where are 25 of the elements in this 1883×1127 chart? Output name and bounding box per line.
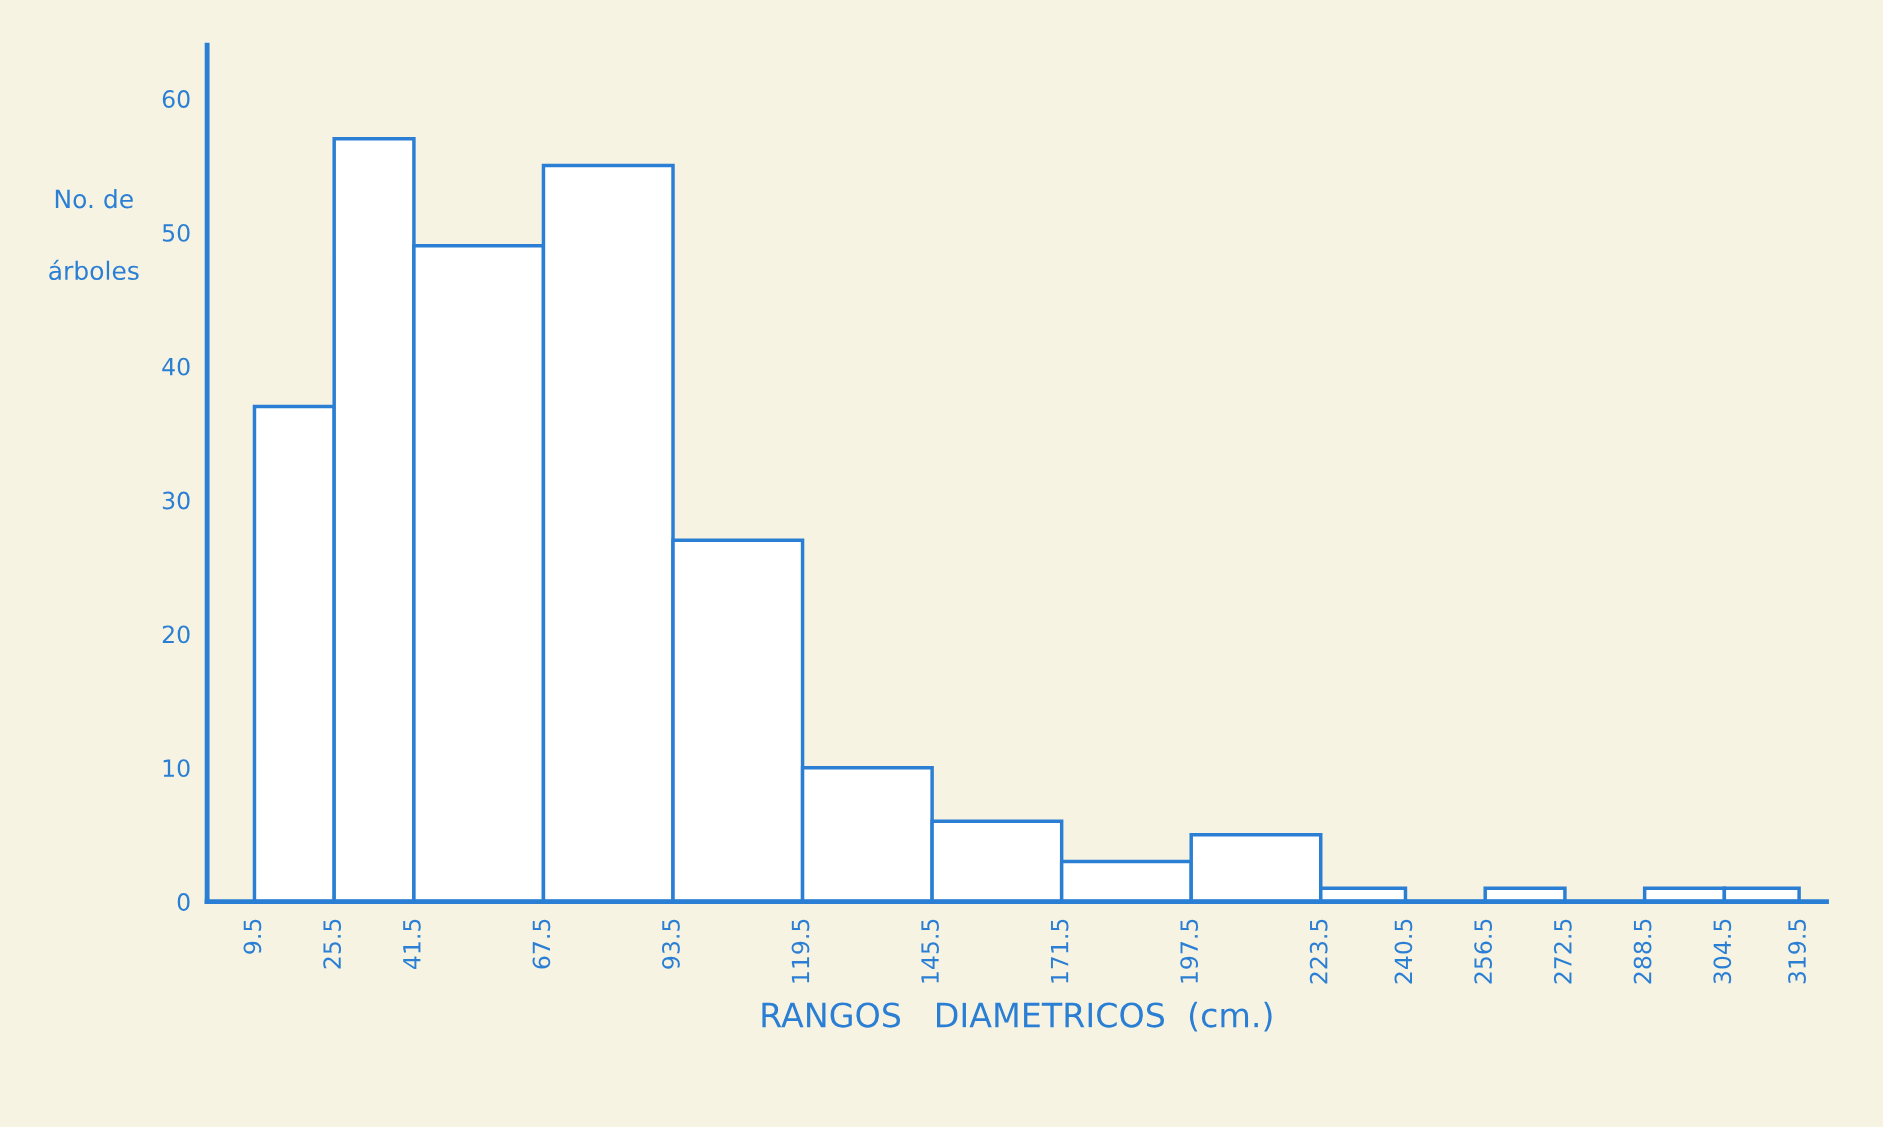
- x-tick-label: 145.5: [921, 919, 939, 983]
- x-axis-title: RANGOS DIAMETRICOS (cm.): [762, 1001, 1272, 1032]
- x-tick-label: 197.5: [1180, 919, 1199, 983]
- x-tick-label: 67.5: [532, 919, 551, 969]
- x-tick-label: 9.5: [243, 919, 262, 954]
- x-tick-label: 41.5: [403, 919, 421, 969]
- x-tick-label: 171.5: [1050, 919, 1069, 983]
- x-tick-label: 304.5: [1713, 919, 1732, 984]
- x-tick-label: 93.5: [662, 919, 680, 969]
- y-tick-label: 20: [162, 625, 190, 644]
- x-tick-label: 256.5: [1474, 919, 1493, 984]
- x-tick-label: 288.5: [1633, 919, 1652, 984]
- x-tick-label: 240.5: [1394, 919, 1413, 984]
- y-tick-label: 50: [162, 223, 190, 242]
- x-tick-label: 119.5: [791, 919, 810, 983]
- x-tick-label: 272.5: [1553, 919, 1572, 984]
- y-tick-label: 0: [177, 893, 190, 911]
- x-tick-label: 25.5: [323, 919, 342, 969]
- y-tick-label: 30: [162, 491, 190, 510]
- y-tick-label: 10: [163, 759, 190, 778]
- y-tick-label: 40: [162, 357, 190, 376]
- x-tick-label: 319.5: [1788, 919, 1806, 984]
- y-tick-label: 60: [162, 90, 190, 108]
- text: No. de árboles: [49, 189, 139, 281]
- x-tick-label: 223.5: [1309, 919, 1328, 984]
